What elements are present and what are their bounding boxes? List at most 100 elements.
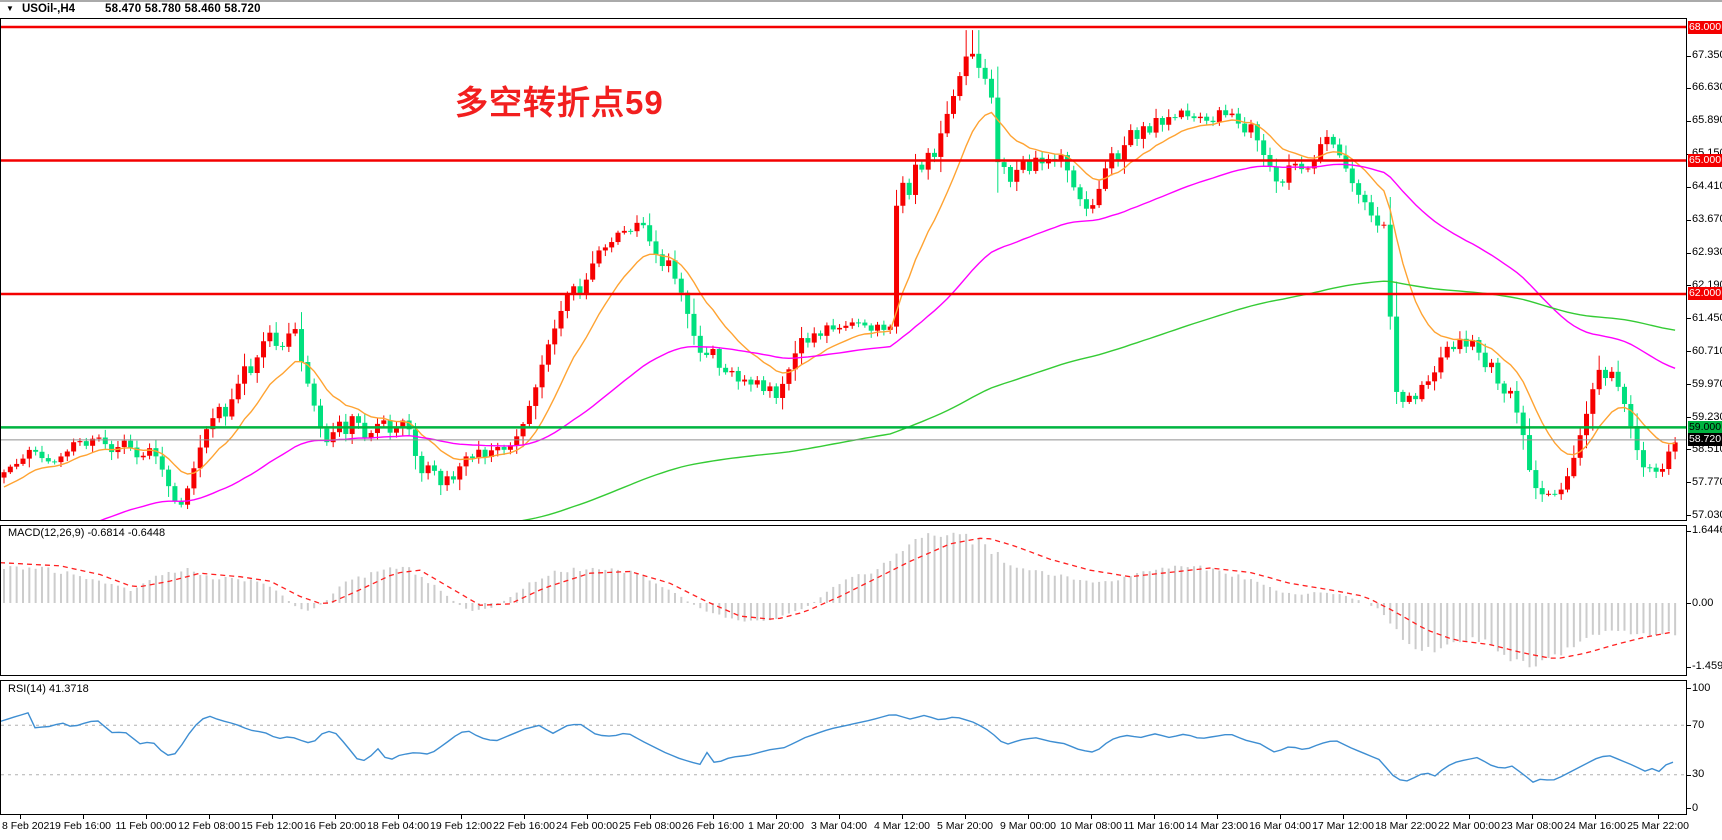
price-axis-label: 60.710	[1692, 344, 1722, 357]
rsi-axis-label: 100	[1692, 681, 1711, 694]
macd-canvas[interactable]	[1, 526, 1686, 675]
time-axis-label: 18 Mar 22:00	[1375, 820, 1437, 832]
time-axis-label: 17 Mar 12:00	[1312, 820, 1374, 832]
price-axis-label: 64.410	[1692, 180, 1722, 193]
time-axis-tick	[1595, 815, 1596, 819]
price-line-badge: 68.000	[1688, 20, 1722, 34]
time-axis-tick	[713, 815, 714, 819]
macd-axis-tick	[1687, 603, 1691, 604]
time-axis-label: 16 Feb 20:00	[304, 820, 366, 832]
time-axis-tick	[1532, 815, 1533, 819]
price-axis-tick	[1687, 384, 1691, 386]
time-axis-label: 8 Feb 2021	[2, 820, 56, 832]
time-axis-tick	[1343, 815, 1344, 819]
price-line-badge: 58.720	[1688, 433, 1722, 447]
time-axis-tick	[146, 815, 147, 819]
price-axis-tick	[1687, 285, 1691, 287]
symbol-title: USOil-,H4	[22, 3, 76, 15]
time-axis-tick	[1217, 815, 1218, 819]
rsi-panel[interactable]	[0, 680, 1687, 815]
time-axis-tick	[1154, 815, 1155, 819]
price-axis-tick	[1687, 482, 1691, 484]
price-axis-label: 65.890	[1692, 114, 1722, 127]
price-axis-label: 61.450	[1692, 311, 1722, 324]
price-axis-tick	[1687, 417, 1691, 419]
time-axis-tick	[1028, 815, 1029, 819]
price-axis-tick	[1687, 449, 1691, 451]
time-axis-label: 22 Feb 16:00	[493, 820, 555, 832]
ohlc-values: 58.470 58.780 58.460 58.720	[105, 3, 261, 15]
time-axis-tick	[1280, 815, 1281, 819]
time-axis-tick	[398, 815, 399, 819]
time-axis-tick	[1406, 815, 1407, 819]
time-axis-label: 23 Mar 08:00	[1501, 820, 1563, 832]
price-axis-tick	[1687, 219, 1691, 221]
price-line-badge: 65.000	[1688, 153, 1722, 167]
rsi-axis-tick	[1687, 688, 1691, 689]
time-axis-label: 26 Feb 16:00	[682, 820, 744, 832]
price-axis-label: 57.030	[1692, 508, 1722, 521]
macd-axis-tick	[1687, 666, 1691, 668]
macd-axis-label: 0.00	[1692, 596, 1714, 609]
time-axis-label: 22 Mar 00:00	[1438, 820, 1500, 832]
price-axis-label: 67.350	[1692, 49, 1722, 62]
time-axis-label: 3 Mar 04:00	[810, 820, 868, 832]
price-axis-tick	[1687, 515, 1691, 517]
time-axis-tick	[650, 815, 651, 819]
symbol-dropdown-icon[interactable]: ▼	[6, 4, 14, 13]
rsi-canvas[interactable]	[1, 681, 1686, 814]
time-axis-label: 10 Mar 08:00	[1060, 820, 1122, 832]
time-axis-tick	[461, 815, 462, 819]
rsi-axis-tick	[1687, 725, 1691, 727]
time-axis-tick	[776, 815, 777, 819]
price-axis-tick	[1687, 252, 1691, 254]
time-axis-tick	[965, 815, 966, 819]
main-chart-panel[interactable]	[0, 18, 1687, 521]
chart-title-bar: ▼ USOil-,H4 58.470 58.780 58.460 58.720	[0, 2, 1722, 18]
price-axis-label: 59.230	[1692, 410, 1722, 423]
time-axis-label: 16 Mar 04:00	[1249, 820, 1311, 832]
time-axis-label: 11 Feb 00:00	[115, 820, 177, 832]
time-axis-tick	[1469, 815, 1470, 819]
price-line-badge: 59.000	[1688, 420, 1722, 434]
time-axis-label: 1 Mar 20:00	[747, 820, 805, 832]
candlestick-chart-canvas[interactable]	[1, 19, 1686, 520]
macd-panel[interactable]	[0, 525, 1687, 676]
time-axis-tick	[902, 815, 903, 819]
price-axis-tick	[1687, 87, 1691, 89]
price-axis-tick	[1687, 120, 1691, 122]
time-axis-label: 24 Mar 16:00	[1564, 820, 1626, 832]
macd-indicator-label: MACD(12,26,9) -0.6814 -0.6448	[8, 527, 166, 539]
rsi-axis-label: 0	[1692, 801, 1699, 814]
rsi-axis-label: 70	[1692, 718, 1705, 731]
price-axis-tick	[1687, 318, 1691, 320]
time-axis-label: 9 Feb 16:00	[54, 820, 112, 832]
price-axis-label: 62.930	[1692, 246, 1722, 259]
time-axis-label: 25 Feb 08:00	[619, 820, 681, 832]
price-axis-tick	[1687, 55, 1691, 57]
rsi-axis-tick	[1687, 774, 1691, 776]
time-axis-label: 11 Mar 16:00	[1123, 820, 1185, 832]
time-axis-label: 15 Feb 12:00	[241, 820, 303, 832]
price-axis-label: 59.970	[1692, 377, 1722, 390]
chart-annotation-text: 多空转折点59	[455, 84, 664, 121]
price-axis-tick	[1687, 351, 1691, 353]
time-axis-tick	[587, 815, 588, 819]
time-axis-tick	[209, 815, 210, 819]
time-axis-label: 25 Mar 22:00	[1627, 820, 1689, 832]
time-axis-tick	[1658, 815, 1659, 819]
macd-axis-tick	[1687, 530, 1691, 532]
time-axis-label: 18 Feb 04:00	[367, 820, 429, 832]
time-axis-tick	[335, 815, 336, 819]
time-axis-label: 24 Feb 00:00	[556, 820, 618, 832]
time-axis-label: 9 Mar 00:00	[999, 820, 1057, 832]
price-line-badge: 62.000	[1688, 287, 1722, 301]
price-axis-label: 57.770	[1692, 475, 1722, 488]
time-axis-tick	[20, 815, 21, 819]
time-axis-tick	[524, 815, 525, 819]
time-axis-label: 14 Mar 23:00	[1186, 820, 1248, 832]
rsi-axis-label: 30	[1692, 768, 1705, 781]
price-axis-tick	[1687, 186, 1691, 188]
time-axis-label: 5 Mar 20:00	[936, 820, 994, 832]
